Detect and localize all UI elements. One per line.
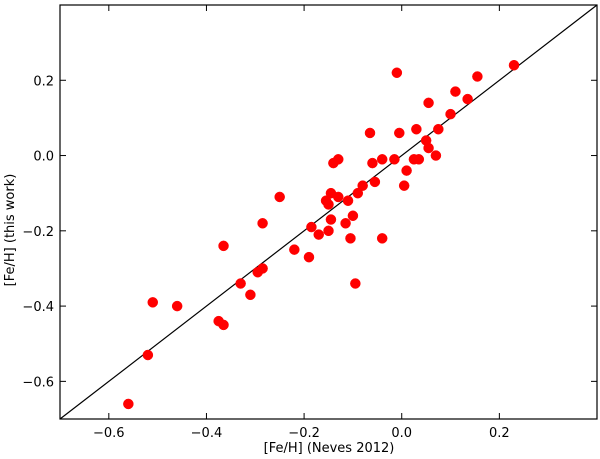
data-point-3 <box>171 300 183 312</box>
identity-line <box>59 4 598 420</box>
data-point-19 <box>323 199 334 210</box>
data-point-36 <box>376 154 388 165</box>
data-point-41 <box>401 165 412 176</box>
x-axis-label: [Fe/H] (Neves 2012) <box>264 441 395 456</box>
data-point-39 <box>394 127 405 139</box>
data-point-33 <box>367 157 378 169</box>
data-point-50 <box>445 108 456 120</box>
x-tick-label: −0.6 <box>93 426 125 441</box>
data-point-38 <box>391 67 403 78</box>
data-point-16 <box>313 229 324 240</box>
y-tick-label: 0.0 <box>33 150 54 165</box>
y-tick-label: −0.6 <box>22 375 54 390</box>
data-point-43 <box>411 123 422 135</box>
data-point-18 <box>323 225 334 237</box>
data-point-29 <box>350 278 361 289</box>
data-point-2 <box>147 297 159 308</box>
plot-area: −0.6 −0.4 −0.2 0.0 0.2 −0.6 −0.4 −0.2 0.0 0.2 <box>22 4 598 441</box>
data-point-47 <box>423 142 434 154</box>
data-point-13 <box>289 244 300 255</box>
data-point-51 <box>450 86 461 97</box>
data-point-37 <box>389 154 400 165</box>
y-tick-label: −0.4 <box>22 300 54 315</box>
data-point-0 <box>123 398 134 410</box>
data-point-1 <box>142 349 154 361</box>
data-point-11 <box>257 218 268 229</box>
data-point-5 <box>218 319 229 331</box>
data-point-14 <box>303 251 315 263</box>
data-point-30 <box>352 187 364 199</box>
data-point-52 <box>462 93 473 105</box>
data-point-32 <box>364 127 376 139</box>
x-tick-label: −0.2 <box>288 426 320 441</box>
data-point-35 <box>376 233 388 244</box>
x-tick-label: 0.0 <box>391 426 412 441</box>
data-point-49 <box>433 123 444 135</box>
data-point-7 <box>235 278 246 289</box>
data-point-26 <box>342 195 354 206</box>
data-point-54 <box>508 59 520 71</box>
x-tick-label: −0.4 <box>191 426 223 441</box>
data-point-24 <box>333 154 344 165</box>
data-point-40 <box>398 180 410 191</box>
data-point-53 <box>472 71 483 82</box>
data-point-6 <box>218 240 229 252</box>
y-axis-label: [Fe/H] (this work) <box>3 174 18 287</box>
data-point-27 <box>345 233 356 244</box>
data-point-25 <box>340 218 351 229</box>
data-point-23 <box>333 191 344 203</box>
data-point-8 <box>245 289 256 301</box>
y-tick-label: −0.2 <box>22 225 54 240</box>
data-point-28 <box>347 210 359 222</box>
data-point-20 <box>325 214 337 225</box>
data-point-10 <box>257 263 268 274</box>
data-point-31 <box>357 180 368 191</box>
data-point-15 <box>306 221 317 233</box>
data-point-44 <box>413 154 425 165</box>
data-point-12 <box>274 191 285 203</box>
data-point-46 <box>423 97 434 109</box>
y-tick-label: 0.2 <box>33 74 54 89</box>
data-point-34 <box>369 176 381 188</box>
plot-frame <box>59 4 598 420</box>
data-point-48 <box>430 150 442 161</box>
x-tick-label: 0.2 <box>489 426 510 441</box>
